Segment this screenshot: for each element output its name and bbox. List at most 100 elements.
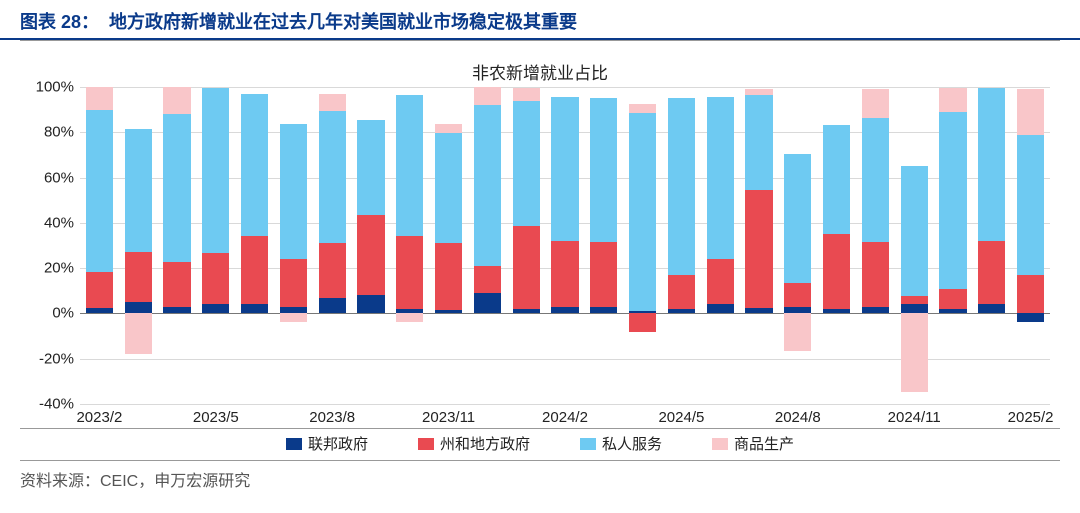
x-tick-label: 2023/11 [422,409,475,426]
legend-swatch [580,438,596,450]
bar-slot [158,87,197,404]
bar-segment-state [862,242,889,307]
bar-segment-state [939,289,966,309]
bar-segment-private [125,129,152,252]
plot-region [80,87,1050,404]
x-tick-label: 2024/5 [658,409,704,426]
bar-column [784,87,811,404]
y-tick-label: 0% [52,305,74,322]
bar-segment-federal [319,298,346,314]
bar-slot [778,87,817,404]
bar-slot [80,87,119,404]
bar-segment-goods [784,313,811,350]
figure-title: 地方政府新增就业在过去几年对美国就业市场稳定极其重要 [109,8,577,34]
bar-slot [895,87,934,404]
bar-segment-private [435,133,462,243]
legend-item-private: 私人服务 [580,433,662,454]
bar-slot [701,87,740,404]
bar-slot [546,87,585,404]
divider-top [20,40,1060,41]
bar-segment-goods [513,88,540,100]
bar-segment-state [513,226,540,309]
bar-column [280,87,307,404]
bar-segment-goods [319,94,346,111]
bar-segment-federal [241,304,268,313]
bar-segment-federal [590,307,617,314]
bar-segment-goods [901,313,928,391]
bar-segment-state [86,272,113,308]
bar-column [901,87,928,404]
bar-segment-state [901,296,928,304]
bar-slot [390,87,429,404]
bar-column [745,87,772,404]
x-tick-label: 2024/11 [888,409,941,426]
bar-slot [662,87,701,404]
legend-label: 州和地方政府 [440,433,530,454]
bar-segment-state [668,275,695,309]
bar-segment-goods [629,104,656,113]
x-tick-label: 2023/2 [76,409,122,426]
bar-segment-private [823,125,850,234]
bar-segment-state [823,234,850,309]
bar-slot [235,87,274,404]
bar-column [357,87,384,404]
bar-slot [856,87,895,404]
bar-segment-federal [163,307,190,314]
x-tick-label: 2023/8 [309,409,355,426]
bar-segment-federal [784,307,811,314]
bar-segment-federal [125,302,152,313]
source-label: 资料来源：CEIC，申万宏源研究 [0,461,1080,497]
bar-segment-private [901,166,928,296]
bar-segment-goods [435,124,462,133]
bar-column [1017,87,1044,404]
bar-segment-state [435,243,462,310]
bar-segment-state [551,241,578,307]
bar-segment-state [590,242,617,307]
bar-segment-private [280,124,307,259]
bar-segment-goods [163,87,190,114]
bar-slot [313,87,352,404]
bar-segment-goods [1017,89,1044,134]
bar-segment-state [125,252,152,302]
bar-segment-private [551,97,578,241]
bar-slot [584,87,623,404]
y-tick-label: 20% [44,260,74,277]
bar-segment-state [745,190,772,308]
bar-column [125,87,152,404]
bar-slot [1011,87,1050,404]
figure-number: 图表 28： [20,8,99,34]
bar-segment-state [978,241,1005,304]
bar-segment-state [280,259,307,307]
y-tick-label: -40% [39,396,74,413]
x-axis: 2023/22023/52023/82023/112024/22024/5202… [80,404,1050,428]
bar-segment-goods [474,87,501,105]
y-tick-label: 60% [44,169,74,186]
bar-segment-goods [939,88,966,112]
bar-slot [623,87,662,404]
bar-segment-private [241,94,268,237]
bar-segment-private [745,95,772,190]
bar-segment-goods [280,313,307,322]
legend-label: 商品生产 [734,433,794,454]
bar-segment-goods [86,87,113,110]
bar-column [629,87,656,404]
bar-segment-federal [707,304,734,313]
bar-segment-private [978,88,1005,241]
figure-header: 图表 28： 地方政府新增就业在过去几年对美国就业市场稳定极其重要 [0,0,1080,40]
legend-swatch [418,438,434,450]
bar-segment-goods [745,89,772,95]
legend-swatch [286,438,302,450]
bar-column [396,87,423,404]
bars-container [80,87,1050,404]
bar-column [163,87,190,404]
bar-column [551,87,578,404]
bar-segment-state [629,313,656,331]
bar-segment-federal [1017,313,1044,322]
bar-column [86,87,113,404]
bar-segment-private [86,110,113,272]
bar-slot [196,87,235,404]
bar-segment-federal [901,304,928,313]
bar-slot [740,87,779,404]
legend-item-state: 州和地方政府 [418,433,530,454]
bar-segment-federal [939,309,966,314]
